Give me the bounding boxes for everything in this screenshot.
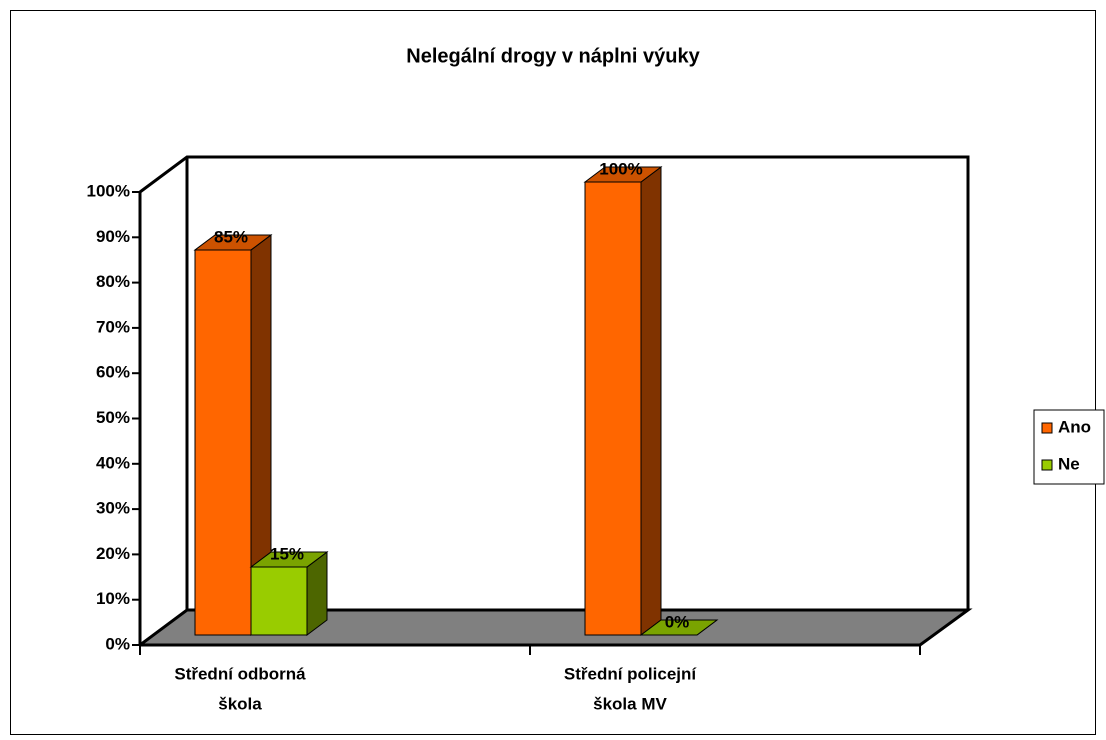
bar-side (640, 166, 662, 636)
data-label: 100% (599, 159, 642, 178)
y-tick-label: 0% (105, 634, 130, 653)
y-tick-label: 30% (96, 499, 130, 518)
bar-front (194, 249, 252, 636)
bar-front (584, 181, 642, 636)
back-wall-edge (139, 155, 970, 610)
x-tick-label: škola MV (593, 694, 667, 713)
x-tick-label: Střední policejní (564, 664, 698, 683)
bar (639, 619, 719, 636)
y-tick-label: 50% (96, 408, 130, 427)
bar-front (250, 566, 308, 636)
bar (249, 551, 329, 636)
data-label: 15% (270, 545, 304, 564)
y-tick-label: 70% (96, 317, 130, 336)
x-tick-label: škola (218, 694, 262, 713)
y-tick-label: 100% (87, 181, 130, 200)
walls (138, 155, 973, 647)
y-tick-label: 40% (96, 453, 130, 472)
y-tick-label: 10% (96, 589, 130, 608)
data-label: 85% (214, 227, 248, 246)
y-tick-label: 80% (96, 272, 130, 291)
legend-marker (1041, 459, 1053, 471)
data-label: 0% (665, 612, 690, 631)
floor-edge (139, 608, 973, 647)
legend-box (1033, 409, 1105, 485)
y-tick-label: 20% (96, 544, 130, 563)
floor (140, 610, 968, 645)
x-tick-label: Střední odborná (174, 664, 306, 683)
legend-label: Ne (1058, 454, 1080, 473)
y-tick-label: 60% (96, 363, 130, 382)
chart-title: Nelegální drogy v náplni výuky (406, 45, 700, 67)
bar (583, 166, 663, 636)
legend-label: Ano (1058, 417, 1091, 436)
legend-marker (1041, 422, 1053, 434)
y-tick-label: 90% (96, 227, 130, 246)
x-ticks (139, 645, 921, 655)
